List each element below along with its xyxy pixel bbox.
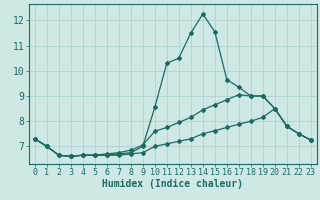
X-axis label: Humidex (Indice chaleur): Humidex (Indice chaleur)	[102, 179, 243, 189]
